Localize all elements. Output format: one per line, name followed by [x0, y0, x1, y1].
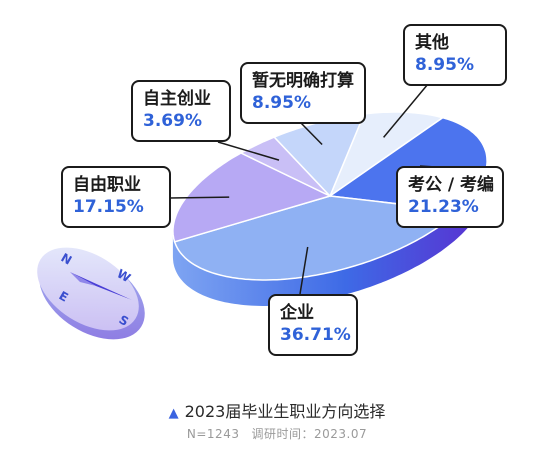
slice-value-qiye: 36.71%: [280, 325, 351, 345]
slice-label-ziyou: 自由职业: [73, 175, 141, 195]
pie-slice-qiye: [173, 195, 461, 281]
slice-value-kaogong: 21.23%: [408, 197, 479, 217]
slice-label-zanwu: 暂无明确打算: [252, 71, 354, 91]
callout-qita: 其他 8.95%: [403, 24, 507, 86]
chart-title-text: 2023届毕业生职业方向选择: [184, 402, 386, 421]
slice-value-qita: 8.95%: [415, 55, 474, 75]
chart-subtitle: N=1243 调研时间：2023.07: [0, 425, 554, 442]
pie-side-wall: [172, 161, 488, 306]
slice-value-ziyou: 17.15%: [73, 197, 144, 217]
slice-label-qita: 其他: [415, 33, 449, 53]
slice-label-qiye: 企业: [280, 303, 314, 323]
compass-needle-icon: [70, 272, 132, 300]
leader-line-qiye: [299, 246, 309, 295]
pie-slice-chuangye: [239, 136, 331, 197]
leader-line-qita: [383, 83, 429, 138]
compass-letter-w: W: [115, 266, 133, 285]
callout-zanwu: 暂无明确打算 8.95%: [240, 62, 366, 124]
survey-time: 调研时间：2023.07: [251, 427, 368, 441]
pie-slice-qita: [328, 111, 445, 199]
slice-value-chuangye: 3.69%: [143, 111, 202, 131]
chart-title: ▲ 2023届毕业生职业方向选择: [0, 398, 554, 422]
sample-size: N=1243: [186, 427, 240, 441]
leader-line-chuangye: [217, 141, 280, 161]
slice-label-kaogong: 考公 / 考编: [408, 175, 495, 195]
leader-line-zanwu: [299, 121, 323, 146]
compass-icon: N W S E: [37, 247, 145, 340]
callout-chuangye: 自主创业 3.69%: [131, 80, 231, 142]
slice-value-zanwu: 8.95%: [252, 93, 311, 113]
callout-ziyou: 自由职业 17.15%: [61, 166, 171, 228]
leader-line-ziyou: [169, 196, 230, 199]
callout-qiye: 企业 36.71%: [268, 294, 358, 356]
slice-label-chuangye: 自主创业: [143, 89, 211, 109]
callout-kaogong: 考公 / 考编 21.23%: [396, 166, 504, 228]
triangle-up-icon: ▲: [168, 406, 179, 421]
